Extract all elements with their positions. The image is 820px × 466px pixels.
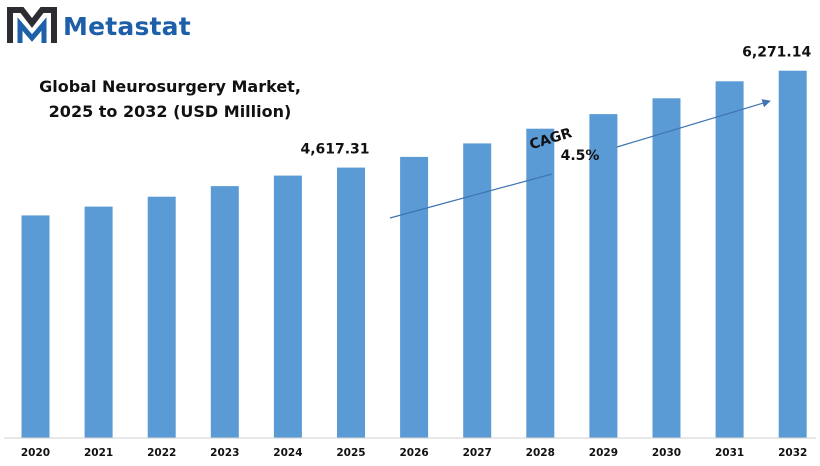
x-tick-2021: 2021	[84, 447, 113, 459]
x-tick-2023: 2023	[210, 447, 239, 459]
bar-2020	[21, 215, 50, 438]
bar-2029	[589, 114, 618, 438]
bar-2024	[273, 175, 302, 438]
x-axis-ticks: 2020 2021 2022 2023 2024 2025 2026 2027 2028 2029…	[21, 447, 807, 459]
bar-2032	[778, 70, 807, 438]
cagr-arrow-right	[616, 99, 771, 148]
x-tick-2025: 2025	[336, 447, 365, 459]
data-label-2025: 4,617.31	[300, 142, 369, 158]
bar-2023	[210, 186, 239, 438]
bar-2025	[337, 167, 365, 438]
data-labels: 4,617.31 6,271.14	[300, 45, 811, 158]
bar-2030	[652, 98, 681, 439]
chart-title: Global Neurosurgery Market, 2025 to 2032…	[20, 74, 320, 124]
bar-2027	[463, 143, 492, 438]
chart-title-line-1: Global Neurosurgery Market,	[39, 77, 301, 96]
bar-2022	[147, 196, 176, 438]
x-tick-2020: 2020	[21, 447, 50, 459]
data-label-2032: 6,271.14	[742, 45, 811, 61]
cagr-annotation: CAGR 4.5%	[389, 99, 771, 219]
x-tick-2027: 2027	[463, 447, 492, 459]
chart-title-line-2: 2025 to 2032 (USD Million)	[48, 102, 292, 121]
x-tick-2030: 2030	[652, 447, 681, 459]
cagr-arrow-left	[389, 173, 553, 219]
x-tick-2029: 2029	[589, 447, 618, 459]
brand-logo: Metastat	[6, 6, 191, 46]
metastat-m-logo-icon	[7, 7, 57, 43]
x-tick-2026: 2026	[399, 447, 428, 459]
bar-2021	[84, 206, 113, 438]
brand-name: Metastat	[63, 11, 191, 41]
x-tick-2031: 2031	[715, 447, 744, 459]
bar-2026	[400, 156, 429, 438]
bars	[21, 70, 807, 439]
x-tick-2022: 2022	[147, 447, 176, 459]
cagr-value: 4.5%	[561, 148, 600, 164]
bar-2031	[715, 81, 744, 439]
x-tick-2024: 2024	[273, 447, 302, 459]
x-tick-2028: 2028	[526, 447, 555, 459]
x-tick-2032: 2032	[778, 447, 807, 459]
